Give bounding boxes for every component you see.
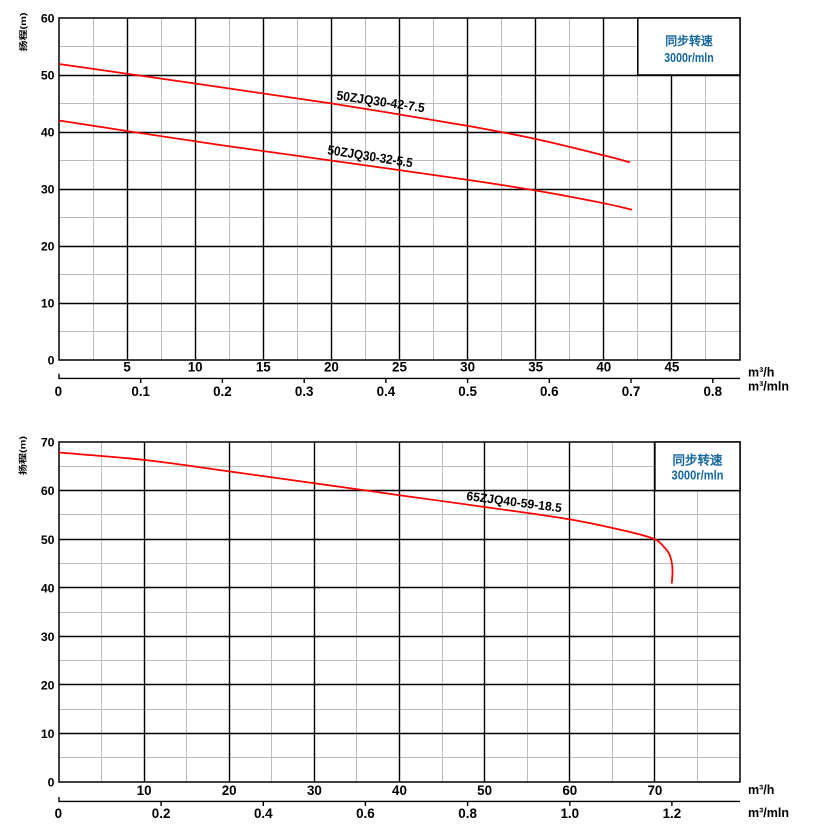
svg-text:3000r/mln: 3000r/mln — [664, 51, 713, 65]
svg-text:35: 35 — [528, 360, 543, 375]
svg-text:同步转速: 同步转速 — [665, 34, 713, 48]
svg-text:10: 10 — [137, 783, 152, 798]
svg-text:50: 50 — [41, 533, 55, 547]
svg-text:0.3: 0.3 — [295, 384, 314, 399]
svg-text:15: 15 — [256, 360, 271, 375]
svg-text:30: 30 — [460, 360, 475, 375]
svg-text:1.0: 1.0 — [560, 806, 579, 821]
svg-text:40: 40 — [392, 783, 407, 798]
svg-text:20: 20 — [41, 679, 55, 693]
svg-text:60: 60 — [41, 484, 55, 498]
svg-text:40: 40 — [41, 581, 55, 595]
svg-text:70: 70 — [647, 783, 662, 798]
svg-text:0.4: 0.4 — [377, 384, 396, 399]
svg-text:40: 40 — [596, 360, 611, 375]
svg-text:70: 70 — [41, 436, 55, 450]
svg-text:0.5: 0.5 — [458, 384, 477, 399]
svg-text:m³/h: m³/h — [748, 783, 774, 797]
svg-text:0.6: 0.6 — [540, 384, 559, 399]
svg-text:0.6: 0.6 — [356, 806, 375, 821]
svg-text:20: 20 — [324, 360, 339, 375]
svg-text:3000r/mln: 3000r/mln — [672, 469, 724, 483]
svg-text:60: 60 — [562, 783, 577, 798]
svg-text:0: 0 — [48, 354, 55, 368]
svg-text:10: 10 — [41, 297, 55, 311]
svg-text:0: 0 — [55, 384, 62, 399]
svg-text:0.2: 0.2 — [152, 806, 171, 821]
svg-text:m³/mln: m³/mln — [748, 380, 789, 394]
svg-text:30: 30 — [41, 630, 55, 644]
svg-text:0.4: 0.4 — [254, 806, 273, 821]
svg-text:50: 50 — [477, 783, 492, 798]
svg-text:扬程(m): 扬程(m) — [18, 436, 28, 475]
svg-text:0.7: 0.7 — [622, 384, 641, 399]
svg-text:0.2: 0.2 — [213, 384, 232, 399]
svg-text:0: 0 — [55, 806, 62, 821]
svg-text:30: 30 — [41, 183, 55, 197]
svg-text:0: 0 — [48, 776, 55, 790]
svg-text:60: 60 — [41, 12, 55, 26]
svg-text:同步转速: 同步转速 — [672, 453, 723, 468]
svg-text:40: 40 — [41, 126, 55, 140]
svg-text:0.8: 0.8 — [458, 806, 477, 821]
svg-text:m³/h: m³/h — [748, 366, 774, 380]
svg-text:10: 10 — [188, 360, 203, 375]
svg-text:10: 10 — [41, 727, 55, 741]
svg-text:1.2: 1.2 — [663, 806, 682, 821]
svg-text:20: 20 — [41, 240, 55, 254]
svg-text:扬程(m): 扬程(m) — [19, 12, 29, 51]
svg-text:0.1: 0.1 — [131, 384, 150, 399]
svg-text:5: 5 — [123, 360, 131, 375]
svg-text:20: 20 — [222, 783, 237, 798]
svg-text:30: 30 — [307, 783, 322, 798]
svg-text:m³/mln: m³/mln — [748, 806, 789, 820]
svg-text:50: 50 — [41, 69, 55, 83]
svg-text:45: 45 — [664, 360, 679, 375]
svg-text:0.8: 0.8 — [703, 384, 722, 399]
svg-text:25: 25 — [392, 360, 407, 375]
